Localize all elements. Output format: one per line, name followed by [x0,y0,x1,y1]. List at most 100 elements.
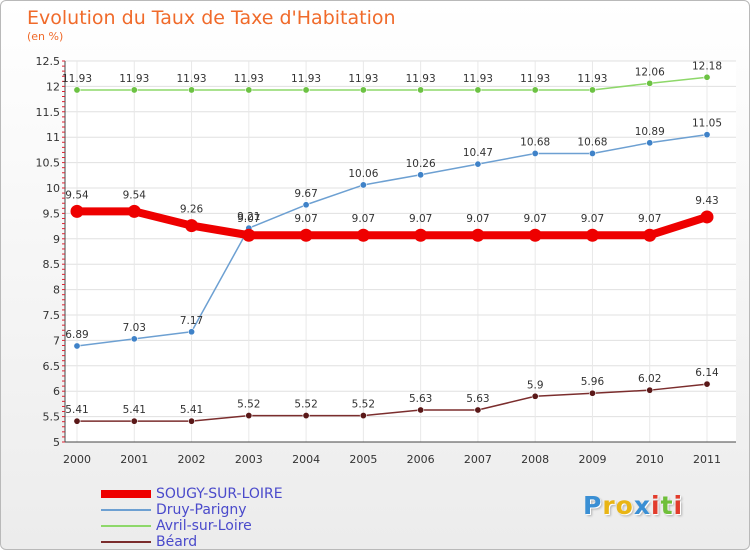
data-label: 5.52 [352,399,375,411]
data-label: 11.93 [577,73,607,85]
data-label: 9.43 [695,195,718,207]
data-point [417,171,425,179]
data-label: 9.67 [294,188,317,200]
x-tick-label: 2011 [693,453,721,466]
data-point [528,228,542,242]
legend-label: SOUGY-SUR-LOIRE [156,486,283,502]
y-tick-label: 10.5 [36,157,61,170]
logo-letter: o [615,491,634,520]
plot-area [65,61,736,442]
data-label: 9.26 [180,204,204,216]
data-label: 9.54 [123,189,147,201]
data-point [474,86,482,94]
legend-item: Druy-Parigny [101,502,283,518]
data-label: 6.02 [638,373,661,385]
x-tick-label: 2000 [63,453,91,466]
x-tick-label: 2002 [178,453,206,466]
data-point [127,204,141,218]
data-label: 11.93 [463,73,493,85]
data-point [359,412,367,420]
legend-item: Avril-sur-Loire [101,518,283,534]
data-point [703,131,711,139]
data-point [474,406,482,414]
x-tick-label: 2010 [636,453,664,466]
data-label: 5.41 [65,404,88,416]
data-label: 10.06 [348,168,378,180]
data-point [703,73,711,81]
legend-label: Béard [156,534,198,550]
logo-letter: x [633,491,651,520]
data-label: 11.05 [692,118,722,130]
data-label: 6.14 [695,367,719,379]
y-tick-label: 11.5 [36,106,61,119]
y-tick-label: 8 [53,284,60,297]
x-tick-label: 2005 [349,453,377,466]
data-label: 9.07 [581,213,604,225]
data-point [302,201,310,209]
x-tick-label: 2009 [578,453,606,466]
data-point [188,417,196,425]
data-label: 11.93 [62,73,92,85]
data-label: 11.93 [406,73,436,85]
data-point [359,181,367,189]
data-point [585,228,599,242]
legend-swatch [101,525,151,527]
data-label: 7.17 [180,315,203,327]
data-point [417,406,425,414]
data-label: 5.63 [409,393,432,405]
data-label: 5.41 [123,404,146,416]
data-point [531,86,539,94]
logo-letter: i [651,491,661,520]
data-point [130,86,138,94]
legend-swatch [101,490,151,498]
data-point [646,386,654,394]
y-tick-label: 9.5 [43,207,61,220]
y-tick-label: 12 [46,80,60,93]
data-label: 10.47 [463,147,493,159]
data-point [531,392,539,400]
data-label: 10.26 [406,158,436,170]
data-label: 12.18 [692,60,722,72]
data-point [302,412,310,420]
data-label: 11.93 [119,73,149,85]
data-point [471,228,485,242]
y-tick-label: 12.5 [36,55,61,68]
logo-letter: r [602,491,616,520]
series-line-1 [76,133,708,347]
data-point [188,86,196,94]
y-tick-label: 9 [53,233,60,246]
data-point [588,389,596,397]
chart-title: Evolution du Taux de Taxe d'Habitation [27,7,396,29]
data-label: 5.63 [466,393,489,405]
x-tick-label: 2006 [407,453,435,466]
data-point [302,86,310,94]
data-point [700,210,714,224]
data-point [70,204,84,218]
data-point [646,79,654,87]
data-label: 5.41 [180,404,203,416]
data-label: 12.06 [635,66,665,78]
y-tick-label: 6 [53,385,60,398]
data-point [703,380,711,388]
data-label: 11.93 [291,73,321,85]
data-label: 6.89 [65,329,88,341]
data-label: 10.68 [577,136,607,148]
data-label: 10.89 [635,126,665,138]
data-label: 5.96 [581,376,605,388]
y-tick-label: 6.5 [43,360,61,373]
data-label: 9.07 [638,213,661,225]
data-point [245,412,253,420]
legend-item: SOUGY-SUR-LOIRE [101,486,283,502]
data-label: 9.07 [409,213,432,225]
data-label: 9.07 [523,213,546,225]
data-label: 11.93 [177,73,207,85]
data-label: 9.07 [352,213,375,225]
data-point [242,228,256,242]
y-tick-label: 11 [46,131,60,144]
data-point [130,417,138,425]
data-point [299,228,313,242]
data-point [185,219,199,233]
data-label: 9.21 [237,211,260,223]
